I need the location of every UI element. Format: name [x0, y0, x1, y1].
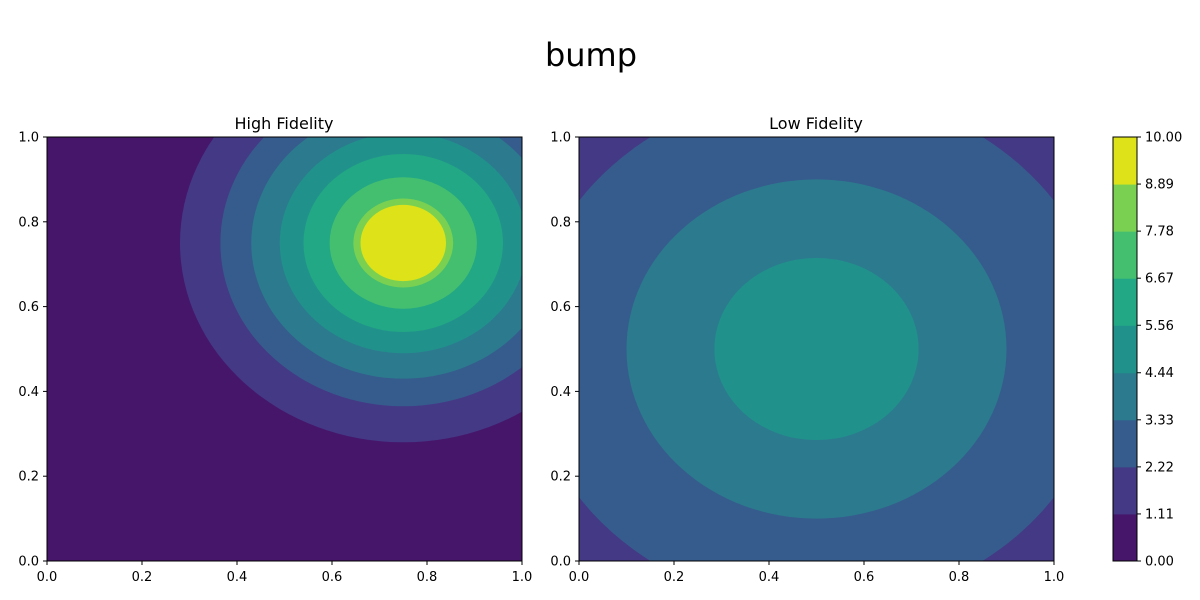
colorbar-frame — [1112, 136, 1138, 562]
colorbar-tick-label: 4.44 — [1145, 366, 1174, 381]
colorbar-tick-label: 3.33 — [1145, 413, 1174, 428]
y-tick-label: 0.4 — [18, 385, 39, 400]
colorbar-tick-label: 5.56 — [1145, 319, 1174, 334]
y-tick-label: 0.8 — [18, 215, 39, 230]
colorbar-tick-label: 7.78 — [1145, 225, 1174, 240]
subplot-title-high-fidelity: High Fidelity — [235, 114, 334, 133]
y-tick-label: 0.0 — [18, 555, 39, 570]
x-tick-label: 0.6 — [854, 570, 875, 585]
y-tick-label: 0.4 — [550, 385, 571, 400]
y-tick-label: 0.6 — [550, 300, 571, 315]
x-tick-label: 0.4 — [759, 570, 780, 585]
y-tick-label: 0.6 — [18, 300, 39, 315]
y-tick-label: 0.2 — [18, 470, 39, 485]
colorbar-tick-label: 0.00 — [1145, 555, 1174, 570]
y-tick-label: 1.0 — [550, 131, 571, 146]
x-tick-label: 0.0 — [569, 570, 590, 585]
x-tick-label: 0.2 — [132, 570, 153, 585]
x-tick-label: 0.4 — [227, 570, 248, 585]
colorbar: 0.00 1.11 2.22 3.33 4.44 5.56 6.67 7.78 8.89 10.0… — [1112, 131, 1182, 570]
colorbar-segment — [1113, 513, 1137, 562]
contour-band-8-89 — [360, 204, 446, 282]
colorbar-tick-label: 2.22 — [1145, 460, 1174, 475]
x-tick-label: 0.2 — [664, 570, 685, 585]
colorbar-segment — [1113, 278, 1137, 326]
colorbar-tick-label: 6.67 — [1145, 272, 1174, 287]
x-tick-label: 0.6 — [322, 570, 343, 585]
x-tick-label: 0.8 — [949, 570, 970, 585]
y-tick-label: 0.2 — [550, 470, 571, 485]
x-tick-label: 1.0 — [512, 570, 533, 585]
colorbar-segment — [1113, 372, 1137, 421]
figure-title: bump — [545, 36, 637, 74]
x-tick-label: 0.0 — [37, 570, 58, 585]
subplot-high-fidelity: High Fidelity 0.0 0.2 0.4 0.6 0.8 1.0 0.0 0.2 0.… — [18, 114, 533, 585]
colorbar-tick-label: 8.89 — [1145, 178, 1174, 193]
axes-frame — [46, 136, 523, 562]
contour-band-4-44 — [714, 257, 919, 441]
colorbar-segment — [1113, 419, 1137, 468]
colorbar-segment — [1113, 184, 1137, 232]
subplot-title-low-fidelity: Low Fidelity — [769, 114, 863, 133]
y-tick-label: 0.8 — [550, 215, 571, 230]
x-tick-label: 0.8 — [417, 570, 438, 585]
y-tick-label: 1.0 — [18, 131, 39, 146]
colorbar-segment — [1113, 231, 1137, 279]
colorbar-segment — [1113, 137, 1137, 185]
colorbar-segment — [1113, 325, 1137, 374]
colorbar-segment — [1113, 466, 1137, 515]
axes-frame — [578, 136, 1055, 562]
y-tick-label: 0.0 — [550, 555, 571, 570]
subplot-low-fidelity: Low Fidelity 0.0 0.2 0.4 0.6 0.8 1.0 0.0 0.2 0.4… — [550, 114, 1065, 585]
x-tick-label: 1.0 — [1044, 570, 1065, 585]
colorbar-tick-label: 10.00 — [1145, 131, 1182, 146]
colorbar-tick-label: 1.11 — [1145, 507, 1174, 522]
